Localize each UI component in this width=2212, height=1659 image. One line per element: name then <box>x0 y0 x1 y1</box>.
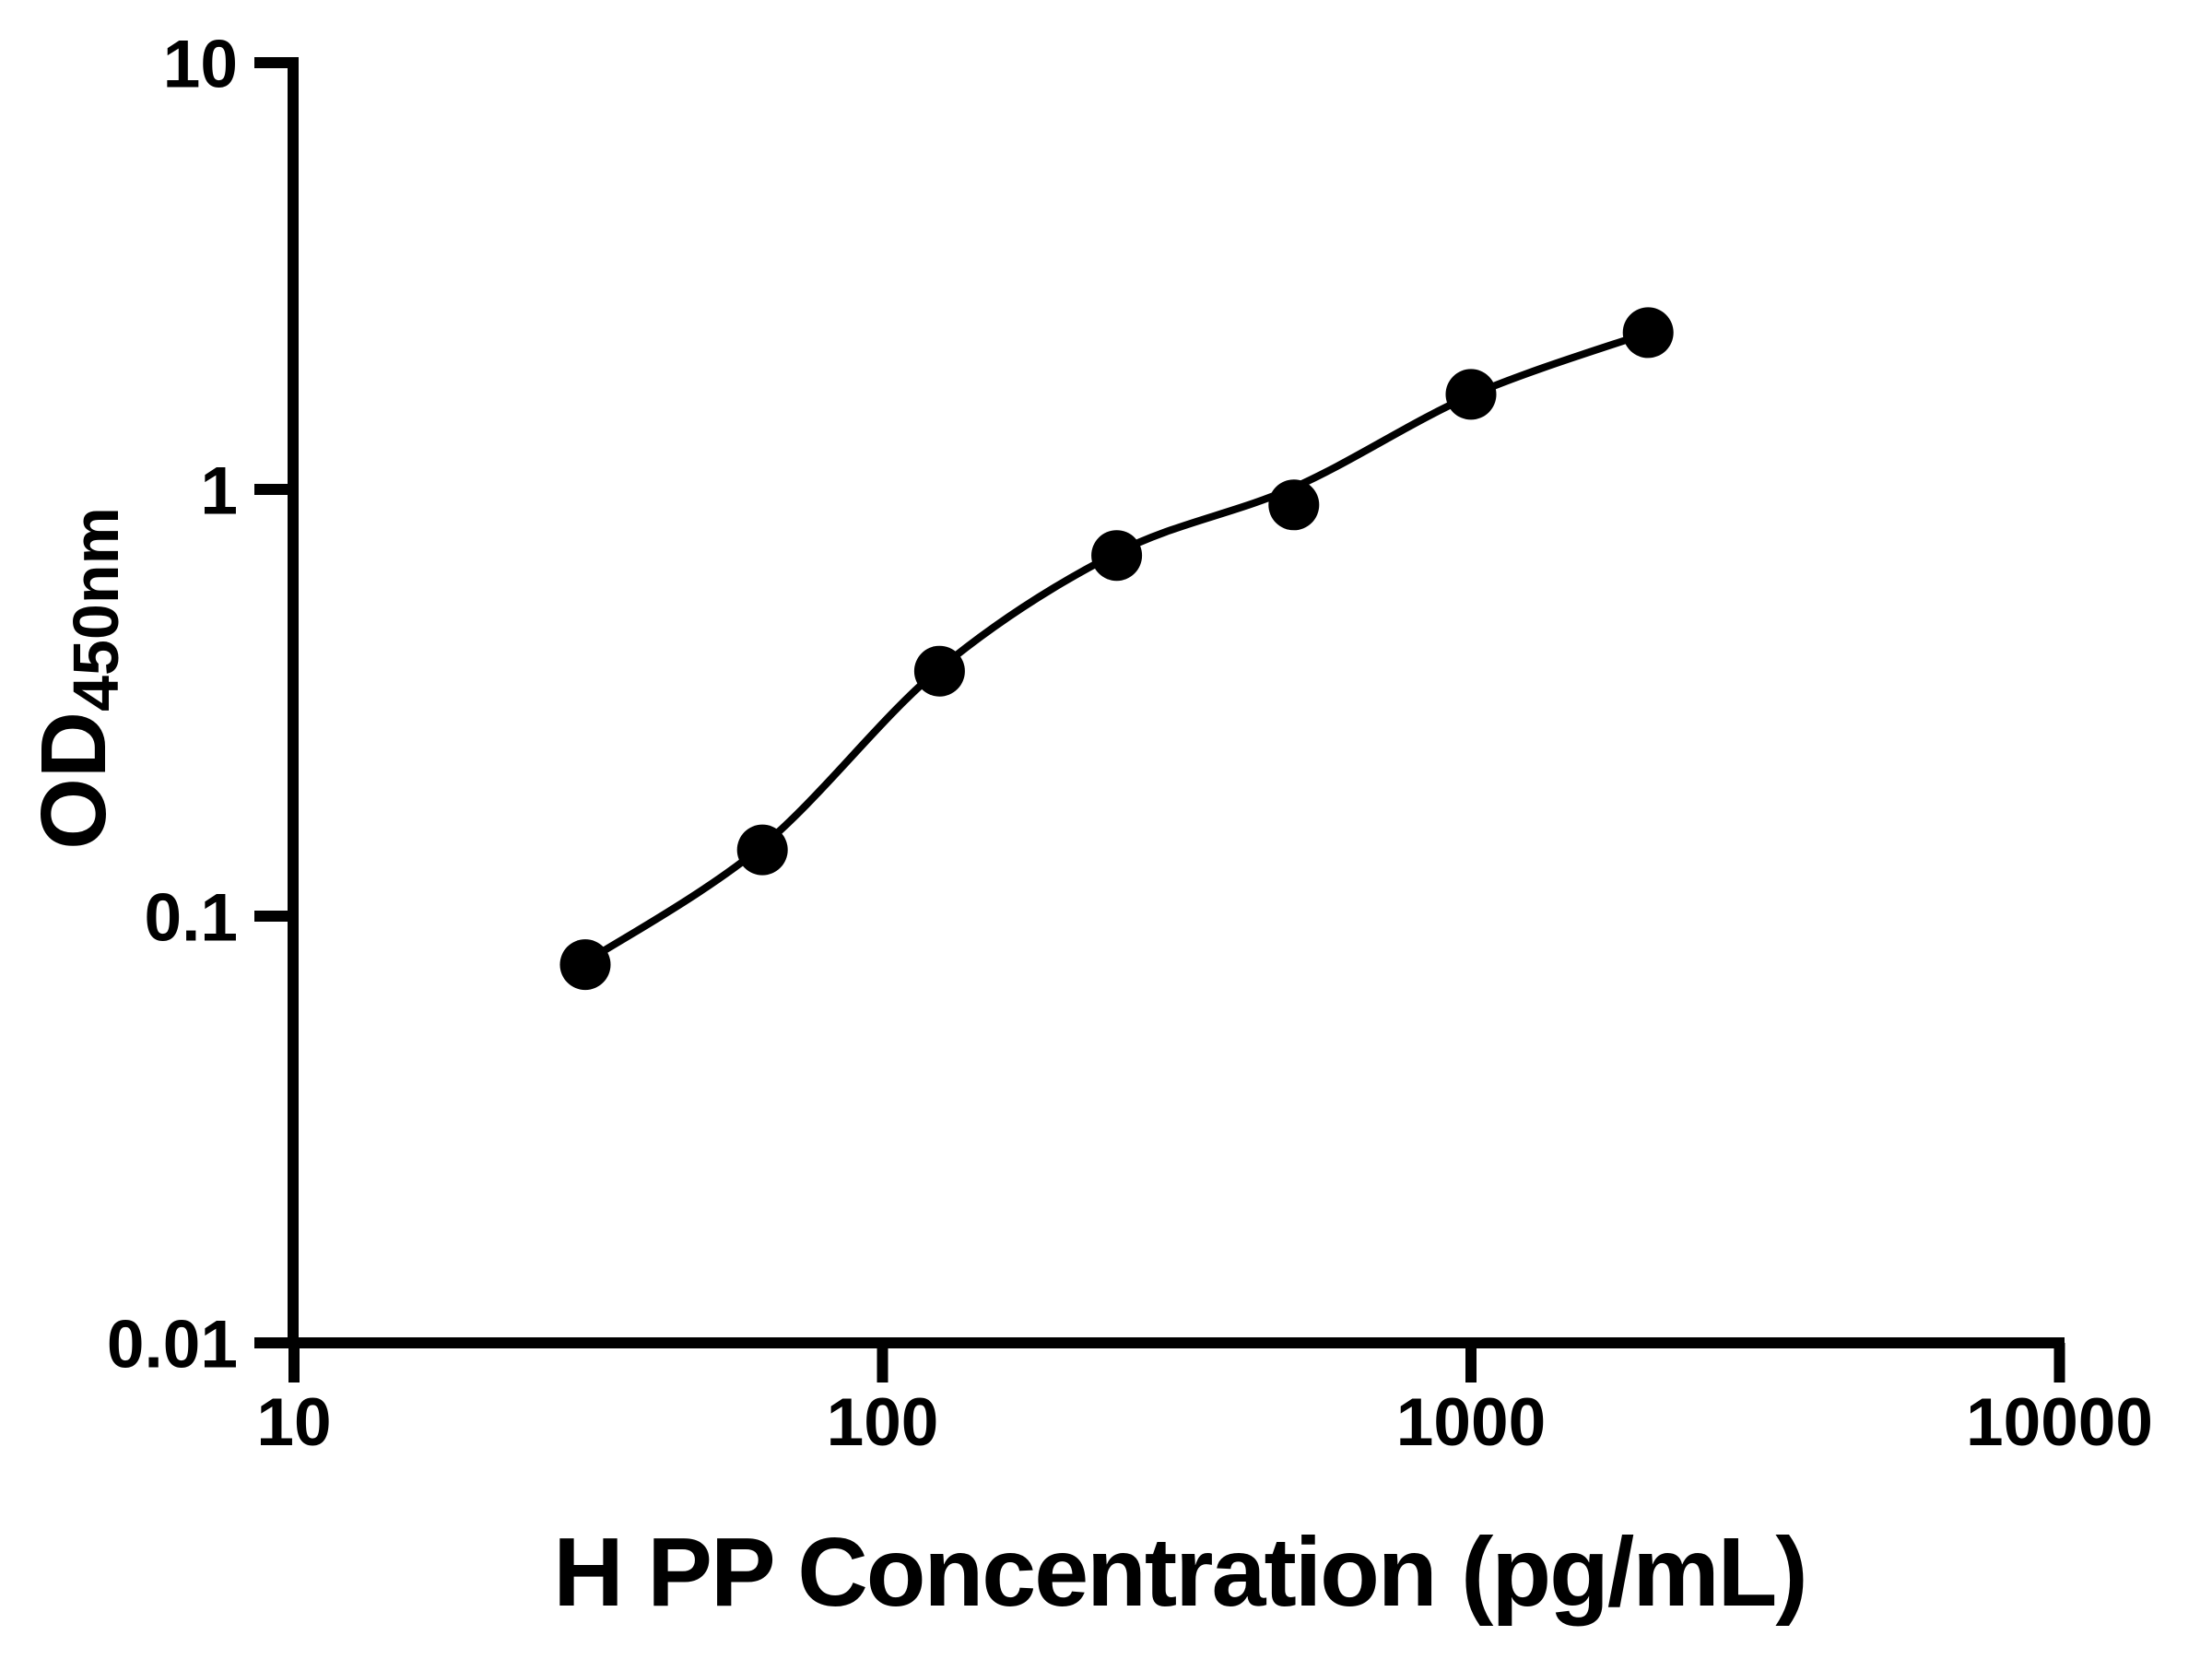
data-point <box>559 939 611 991</box>
data-point <box>913 645 965 697</box>
y-tick-label: 10 <box>163 27 238 101</box>
data-point <box>1091 530 1143 582</box>
data-point <box>1622 307 1674 359</box>
y-tick-labels-group: 10 1 0.1 0.01 <box>107 27 238 1382</box>
y-ticks-group <box>254 57 294 1348</box>
x-tick-labels-group: 10 100 1000 10000 <box>256 1385 2153 1460</box>
data-point <box>736 824 788 876</box>
data-point <box>1268 479 1320 531</box>
x-tick-label: 10000 <box>1966 1385 2153 1460</box>
y-axis-title-main: OD <box>22 712 125 850</box>
y-axis-title: OD450nm <box>22 507 132 850</box>
data-point <box>1445 369 1497 420</box>
x-tick-label: 1000 <box>1396 1385 1546 1460</box>
y-axis-title-subscript: 450nm <box>60 507 132 712</box>
y-tick-label: 0.1 <box>145 880 238 955</box>
x-axis-title: H PP Concentration (pg/mL) <box>553 1518 1806 1627</box>
data-points-group <box>559 307 1674 991</box>
y-tick-label: 1 <box>200 453 238 528</box>
x-ticks-group <box>288 1343 2065 1382</box>
x-tick-label: 100 <box>827 1385 939 1460</box>
y-tick-label: 0.01 <box>107 1307 238 1382</box>
x-tick-label: 10 <box>256 1385 331 1460</box>
